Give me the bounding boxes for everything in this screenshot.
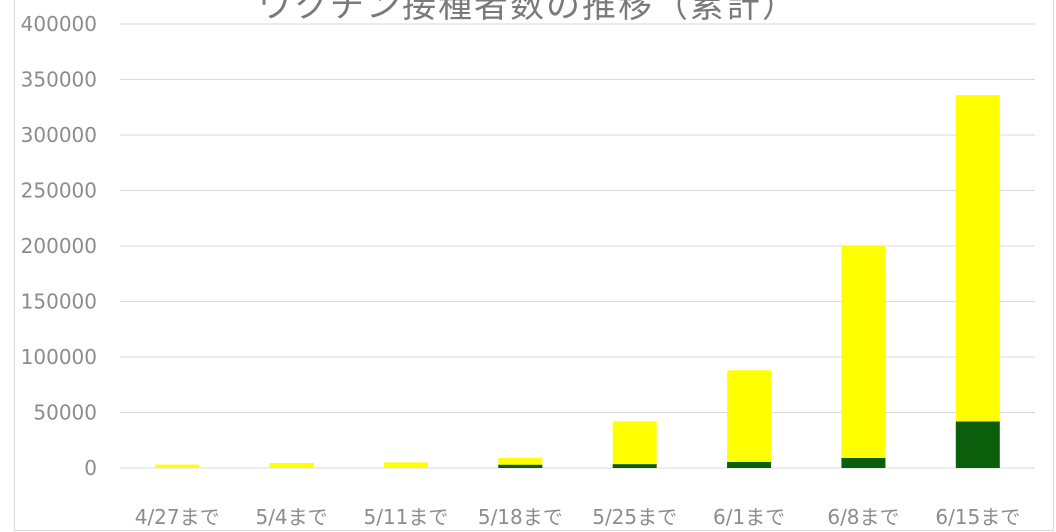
- x-tick-label: 5/11まで: [363, 505, 448, 529]
- bar-segment: [727, 461, 772, 468]
- y-tick-label: 150000: [21, 290, 97, 314]
- bar-segment: [383, 462, 428, 468]
- bar-segment: [612, 421, 657, 465]
- y-tick-label: 0: [84, 456, 97, 480]
- gridlines: [120, 23, 1035, 469]
- y-axis-ticks: 0 50000 100000 150000 200000 250000 300000 3500…: [21, 12, 97, 480]
- bars: [155, 95, 1000, 468]
- x-tick-label: 5/25まで: [592, 505, 677, 529]
- chart-title: ワクチン接種者数の推移（累計）: [258, 0, 798, 26]
- y-tick-label: 350000: [21, 68, 97, 92]
- bar-segment: [841, 246, 886, 459]
- y-tick-label: 200000: [21, 234, 97, 258]
- x-tick-label: 6/15まで: [935, 505, 1020, 529]
- bar-segment: [955, 421, 1000, 468]
- chart-frame: [14, 0, 1054, 531]
- y-tick-label: 250000: [21, 179, 97, 203]
- bar-segment: [841, 458, 886, 468]
- bar-segment: [498, 458, 543, 465]
- bar-segment: [498, 464, 543, 468]
- y-tick-label: 300000: [21, 123, 97, 147]
- x-tick-label: 6/1まで: [713, 505, 785, 529]
- bar-segment: [955, 95, 1000, 422]
- x-tick-label: 4/27まで: [135, 505, 220, 529]
- bar-segment: [269, 463, 314, 468]
- bar-segment: [612, 464, 657, 468]
- x-tick-label: 5/18まで: [478, 505, 563, 529]
- y-tick-label: 100000: [21, 345, 97, 369]
- y-tick-label: 50000: [33, 401, 97, 425]
- x-tick-label: 6/8まで: [827, 505, 899, 529]
- x-tick-label: 5/4まで: [255, 505, 327, 529]
- bar-segment: [727, 370, 772, 462]
- x-axis-ticks: 4/27まで 5/4まで 5/11まで 5/18まで 5/25まで 6/1まで 6/8まで 6…: [135, 505, 1021, 529]
- y-tick-label: 400000: [21, 12, 97, 36]
- bar-segment: [155, 464, 200, 468]
